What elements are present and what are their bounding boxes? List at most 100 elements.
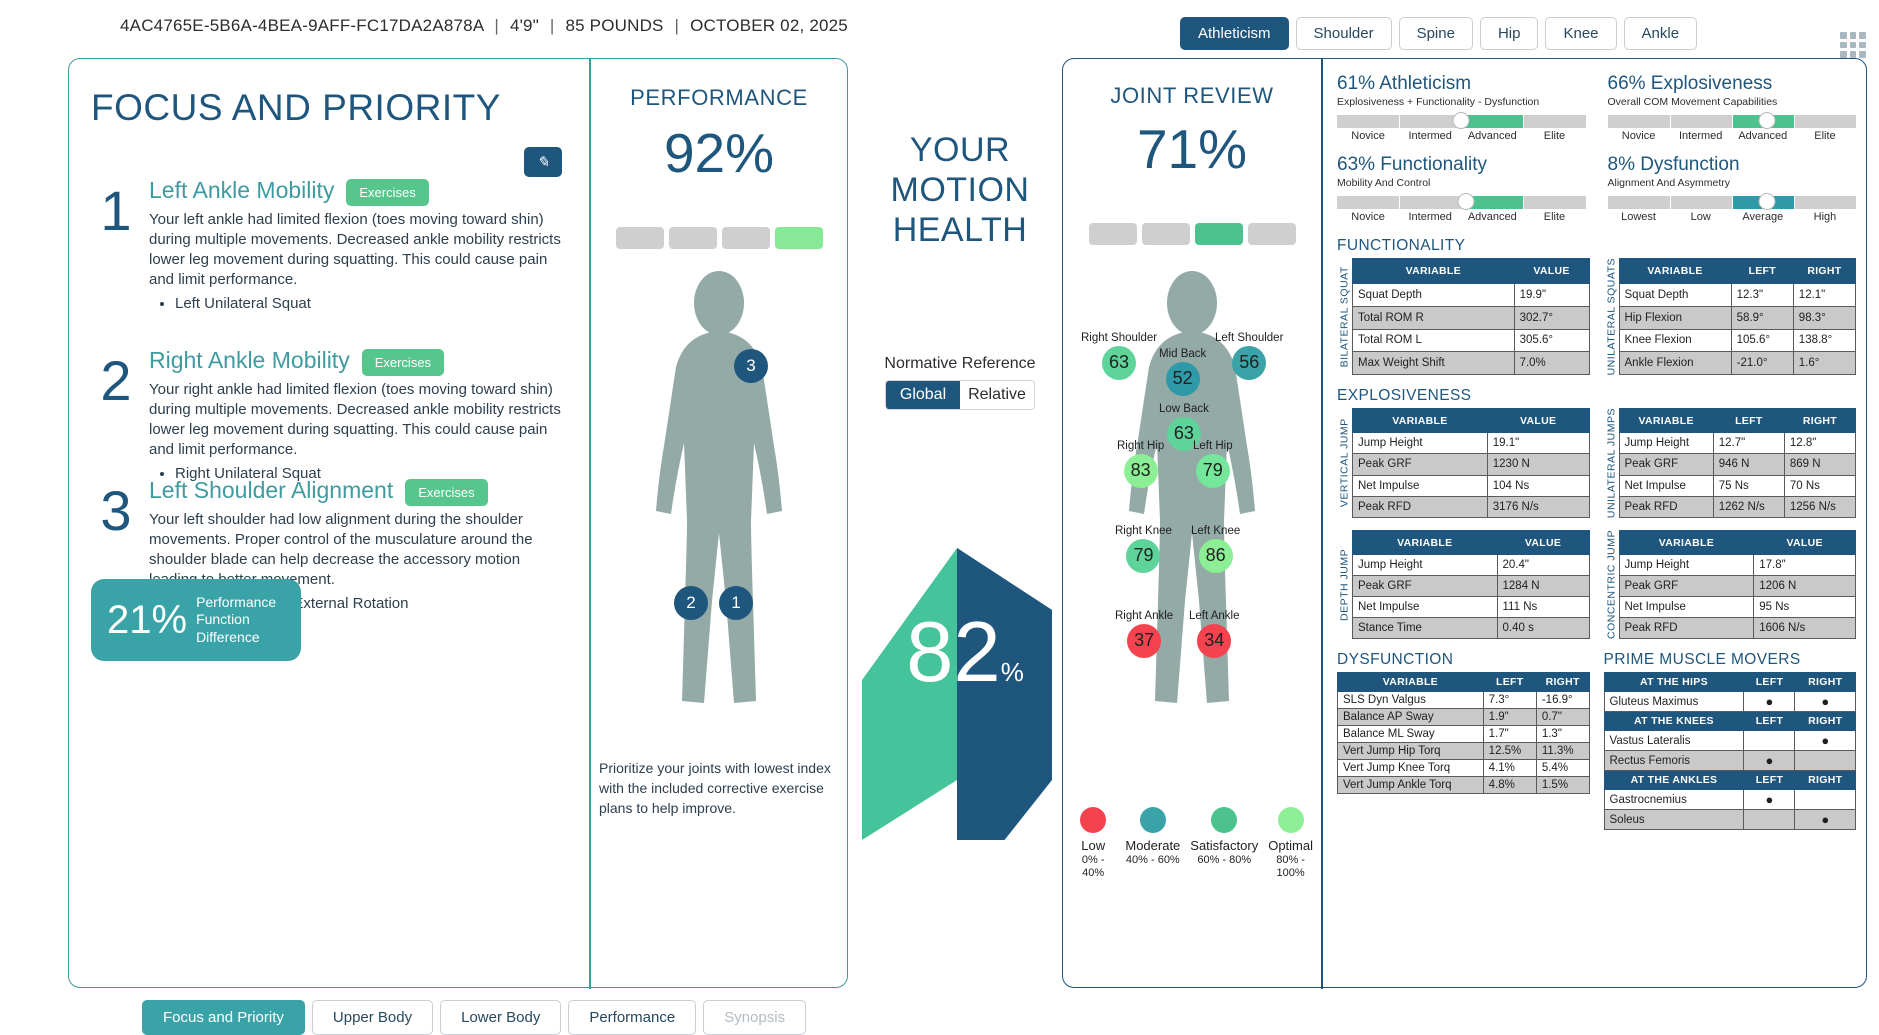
table-row: Balance ML Sway 1.7" 1.3" [1337, 725, 1590, 744]
performance-pin-2[interactable]: 2 [674, 586, 708, 620]
joint-mid-back[interactable]: Mid Back 52 [1159, 348, 1206, 396]
bottom-tab-synopsis[interactable]: Synopsis [703, 1000, 807, 1035]
joint-review-body-map: Right Shoulder 63 Left Shoulder 56 Mid B… [1081, 271, 1287, 726]
patient-height: 4'9" [509, 16, 539, 35]
joint-left-ankle[interactable]: Left Ankle 34 [1189, 610, 1240, 658]
cell-left: 4.1% [1482, 759, 1537, 778]
joint-review-segment-bar [1072, 223, 1312, 245]
region-tab-spine[interactable]: Spine [1398, 17, 1473, 50]
focus-item-title: Left Ankle Mobility [149, 177, 335, 203]
score-scale: Novice Intermed Advanced Elite [1337, 130, 1586, 142]
col-header: VARIABLE [1618, 257, 1732, 285]
bottom-tab-upper-body[interactable]: Upper Body [311, 1000, 434, 1035]
cell-left: 1.9" [1482, 708, 1537, 727]
region-tab-shoulder[interactable]: Shoulder [1295, 17, 1392, 50]
performance-pin-3[interactable]: 3 [734, 349, 768, 383]
score-block-dysfunction: 8% Dysfunction Alignment And Asymmetry L… [1607, 154, 1856, 223]
cell-muscle: Gastrocnemius [1603, 789, 1745, 811]
performance-pin-1[interactable]: 1 [719, 586, 753, 620]
toggle-option-global[interactable]: Global [886, 381, 960, 410]
score-tick [1399, 114, 1401, 128]
cell-variable: Jump Height [1352, 431, 1488, 455]
joint-value: 63 [1166, 416, 1201, 451]
scale-label: Intermed [1408, 129, 1452, 142]
region-tab-athleticism[interactable]: Athleticism [1180, 17, 1289, 50]
focus-item-title: Left Shoulder Alignment [149, 477, 394, 503]
joint-left-hip[interactable]: Left Hip 79 [1193, 440, 1233, 488]
cell-right-marker: ● [1794, 691, 1856, 713]
performance-segment [721, 227, 770, 249]
unilateral-squats-table-wrap: UNILATERAL SQUATS VARIABLE LEFT RIGHT Squa… [1604, 257, 1857, 375]
col-header: RIGHT [1792, 257, 1857, 285]
joint-right-shoulder[interactable]: Right Shoulder 63 [1081, 332, 1158, 380]
joint-left-knee[interactable]: Left Knee 86 [1191, 525, 1240, 573]
cell-variable: Net Impulse [1618, 474, 1714, 497]
table-row: Gluteus Maximus ● ● [1603, 691, 1856, 713]
table-row: Jump Height 12.7" 12.8" [1618, 431, 1857, 455]
cell-variable: Net Impulse [1352, 595, 1498, 619]
list-item: Left Unilateral Squat [175, 293, 561, 314]
joint-value: 83 [1123, 453, 1158, 488]
joint-value: 79 [1195, 453, 1230, 488]
bottom-tab-focus-and-priority[interactable]: Focus and Priority [142, 1000, 305, 1035]
joint-left-shoulder[interactable]: Left Shoulder 56 [1215, 332, 1283, 380]
score-fill [1461, 114, 1524, 128]
table-row: Rectus Femoris ● [1603, 750, 1856, 772]
table-row: Net Impulse 104 Ns [1352, 474, 1590, 497]
col-header: VARIABLE [1352, 530, 1498, 555]
bottom-tab-lower-body[interactable]: Lower Body [440, 1000, 562, 1035]
table-row: Balance AP Sway 1.9" 0.7" [1337, 708, 1590, 727]
region-tab-hip[interactable]: Hip [1479, 17, 1539, 50]
col-header: LEFT [1743, 770, 1796, 791]
joint-right-hip[interactable]: Right Hip 83 [1117, 440, 1164, 488]
header-bar: 4AC4765E-5B6A-4BEA-9AFF-FC17DA2A878A | 4… [0, 0, 1879, 58]
col-header: LEFT [1712, 408, 1785, 433]
score-tick [1731, 195, 1733, 209]
cell-left: 58.9° [1730, 305, 1794, 330]
col-header: RIGHT [1794, 770, 1856, 791]
joint-label: Left Hip [1193, 440, 1233, 452]
table-row: Net Impulse 111 Ns [1352, 595, 1590, 619]
score-subtitle: Alignment And Asymmetry [1607, 176, 1731, 189]
focus-item-number: 3 [100, 479, 132, 542]
toggle-option-relative[interactable]: Relative [960, 381, 1034, 410]
table-row: Stance Time 0.40 s [1352, 617, 1590, 640]
joint-label: Low Back [1159, 403, 1209, 415]
focus-and-priority-card: FOCUS AND PRIORITY ✎ 1 Left Ankle Mobili… [68, 58, 848, 989]
region-tab-knee[interactable]: Knee [1545, 17, 1617, 50]
bottom-tab-performance[interactable]: Performance [568, 1000, 697, 1035]
card-divider [1321, 59, 1323, 989]
cell-value: 302.7° [1513, 305, 1590, 330]
score-tick [1523, 195, 1525, 209]
joint-value: 79 [1126, 538, 1161, 573]
col-header: VALUE [1513, 257, 1590, 285]
cell-right: 12.8" [1783, 431, 1857, 455]
cell-value: 3176 N/s [1486, 495, 1590, 519]
joint-label: Right Shoulder [1081, 332, 1158, 344]
col-header: VARIABLE [1337, 672, 1484, 693]
joint-value: 86 [1198, 538, 1233, 573]
pfd-percent: 21% [107, 598, 188, 642]
cell-variable: Vert Jump Knee Torq [1337, 759, 1484, 778]
score-subtitle: Overall COM Movement Capabilities [1607, 95, 1778, 108]
col-header: VARIABLE [1352, 257, 1515, 285]
joint-right-ankle[interactable]: Right Ankle 37 [1115, 610, 1174, 658]
joint-right-knee[interactable]: Right Knee 79 [1115, 525, 1172, 573]
legend-swatch-low [1080, 807, 1107, 833]
col-header: VALUE [1753, 530, 1856, 555]
grid-menu-icon[interactable] [1840, 32, 1866, 58]
region-tab-ankle[interactable]: Ankle [1623, 17, 1698, 50]
exercises-button-2[interactable]: Exercises [361, 349, 445, 376]
pencil-icon[interactable]: ✎ [524, 147, 562, 177]
exercises-button-1[interactable]: Exercises [346, 179, 429, 206]
cell-right: 98.3° [1792, 305, 1857, 330]
rotated-label-vertical-jump: VERTICAL JUMP [1338, 418, 1351, 508]
table-row: Peak GRF 1230 N [1352, 453, 1590, 476]
section-title-prime-muscle-movers: PRIME MUSCLE MOVERS [1603, 651, 1801, 669]
cell-variable: Peak GRF [1618, 453, 1714, 476]
joint-review-percent: 71% [1136, 118, 1248, 180]
joint-low-back[interactable]: Low Back 63 [1159, 403, 1209, 451]
joint-review-segment [1247, 223, 1296, 245]
exercises-button-3[interactable]: Exercises [405, 479, 488, 506]
joint-label: Right Ankle [1115, 610, 1174, 622]
